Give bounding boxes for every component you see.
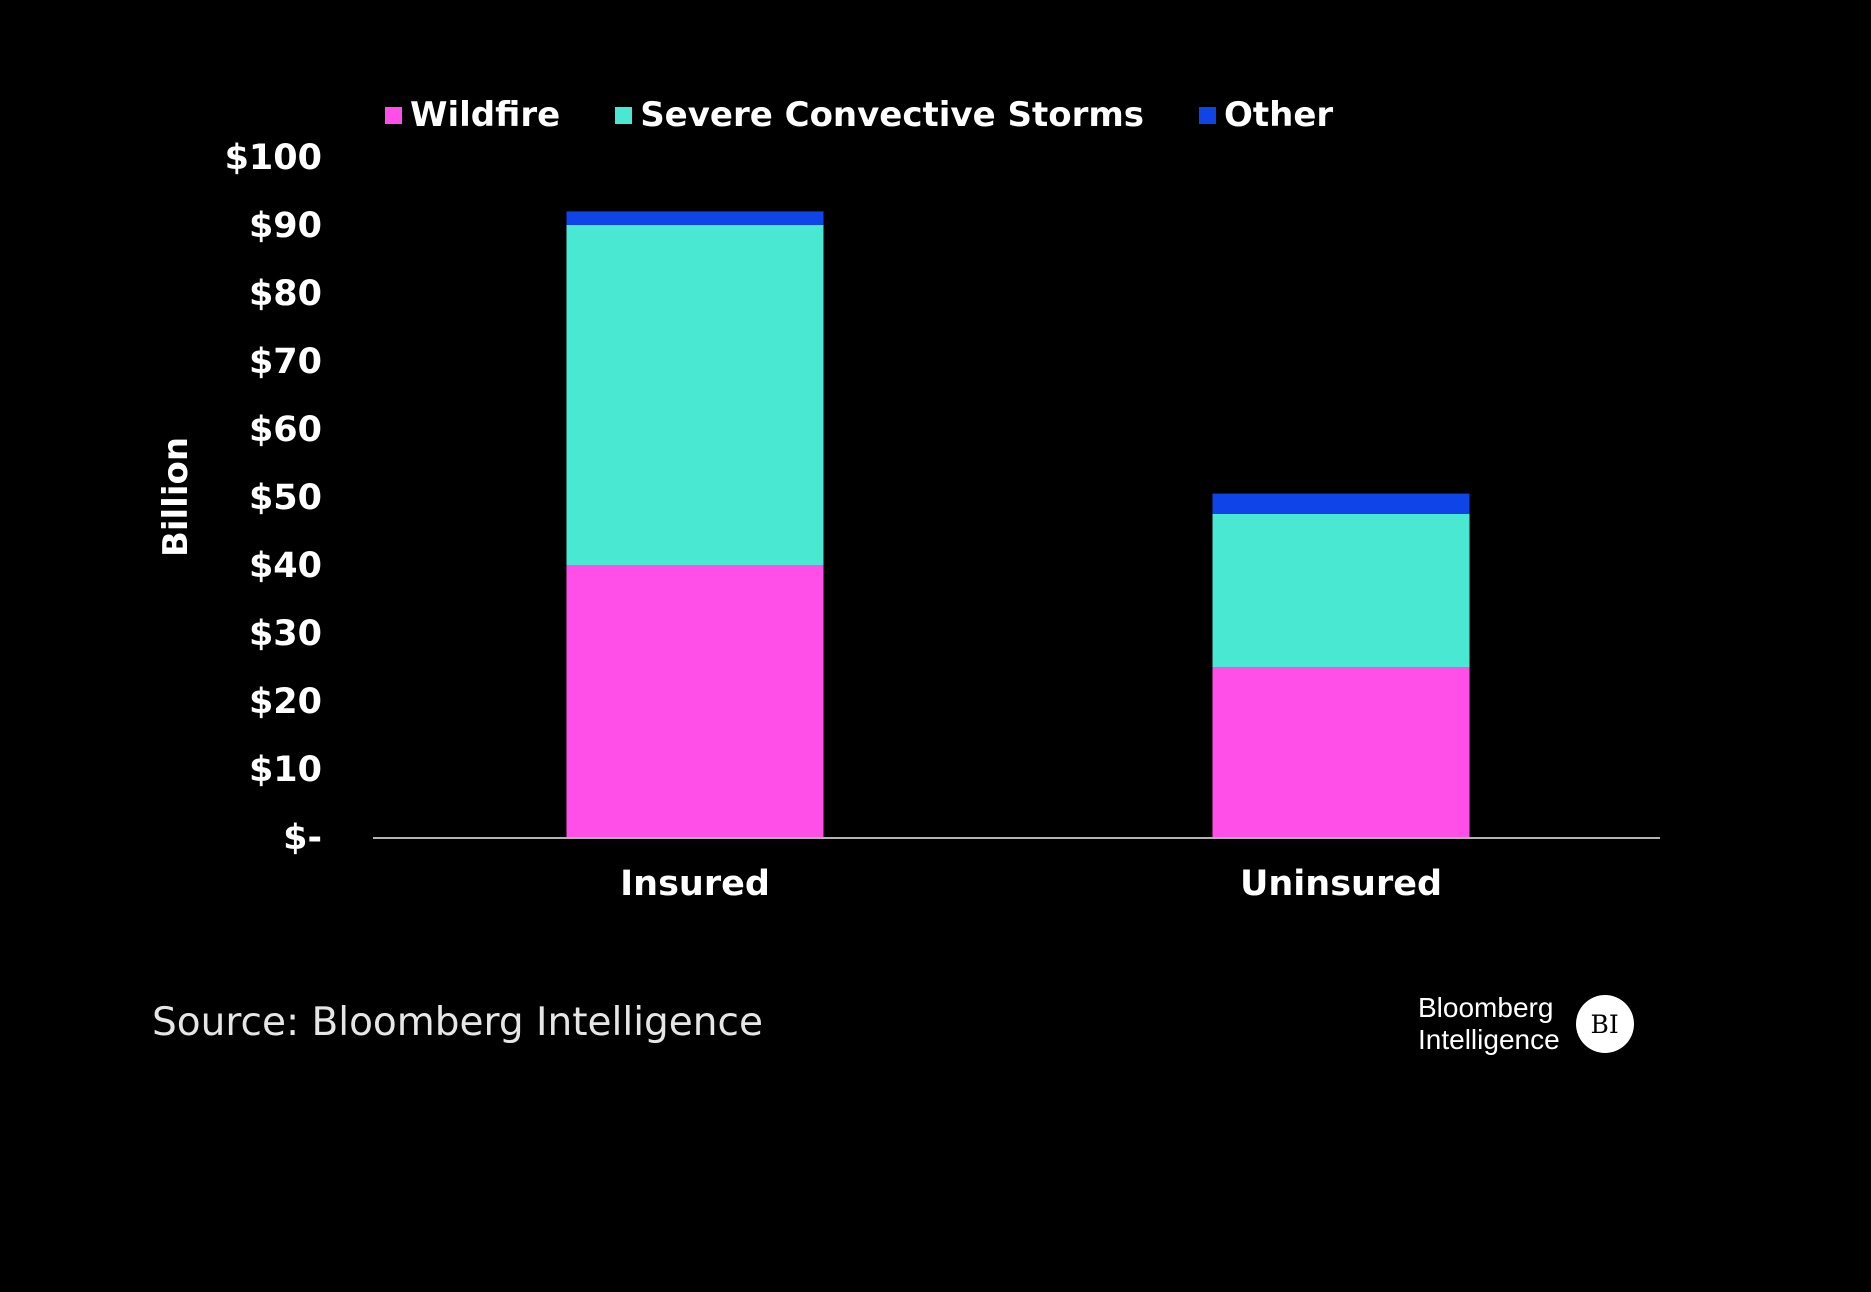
- legend-swatch-icon: [615, 106, 633, 124]
- legend-item: Wildfire: [385, 95, 560, 135]
- x-tick-label: Insured: [620, 864, 770, 904]
- y-tick-label: $-: [283, 818, 322, 858]
- logo-line-2: Intelligence: [1418, 1024, 1560, 1055]
- bar-severe-convective-storms-insured: [566, 225, 824, 565]
- legend-label: Wildfire: [410, 95, 561, 135]
- legend-swatch-icon: [385, 106, 402, 124]
- y-axis-title: Billion: [156, 437, 196, 557]
- logo-text: Bloomberg Intelligence: [1418, 992, 1560, 1056]
- y-tick-label: $70: [249, 342, 322, 382]
- x-tick-label: Uninsured: [1240, 864, 1442, 904]
- y-tick-label: $30: [249, 614, 322, 654]
- bar-other-uninsured: [1212, 493, 1470, 514]
- y-tick-label: $100: [225, 138, 322, 178]
- legend-swatch-icon: [1199, 106, 1217, 124]
- y-tick-label: $40: [249, 546, 322, 586]
- y-tick-label: $90: [249, 206, 322, 246]
- bar-wildfire-uninsured: [1212, 667, 1470, 837]
- legend-item: Severe Convective Storms: [615, 95, 1144, 135]
- bar-wildfire-insured: [566, 565, 824, 837]
- legend-item: Other: [1199, 95, 1333, 135]
- y-tick-label: $10: [249, 750, 322, 790]
- legend-label: Other: [1224, 95, 1334, 135]
- legend: Wildfire Severe Convective Storms Other: [385, 95, 1388, 135]
- legend-label: Severe Convective Storms: [640, 95, 1145, 135]
- bar-other-insured: [566, 211, 824, 225]
- y-tick-label: $20: [249, 682, 322, 722]
- y-tick-label: $50: [249, 478, 322, 518]
- bar-severe-convective-storms-uninsured: [1212, 514, 1470, 667]
- source-note: Source: Bloomberg Intelligence: [152, 1000, 763, 1045]
- logo-line-1: Bloomberg: [1418, 992, 1554, 1023]
- bi-badge-icon: BI: [1575, 995, 1634, 1053]
- y-tick-label: $60: [249, 410, 322, 450]
- bloomberg-intelligence-logo: Bloomberg Intelligence BI: [1418, 992, 1634, 1056]
- y-tick-label: $80: [249, 274, 322, 314]
